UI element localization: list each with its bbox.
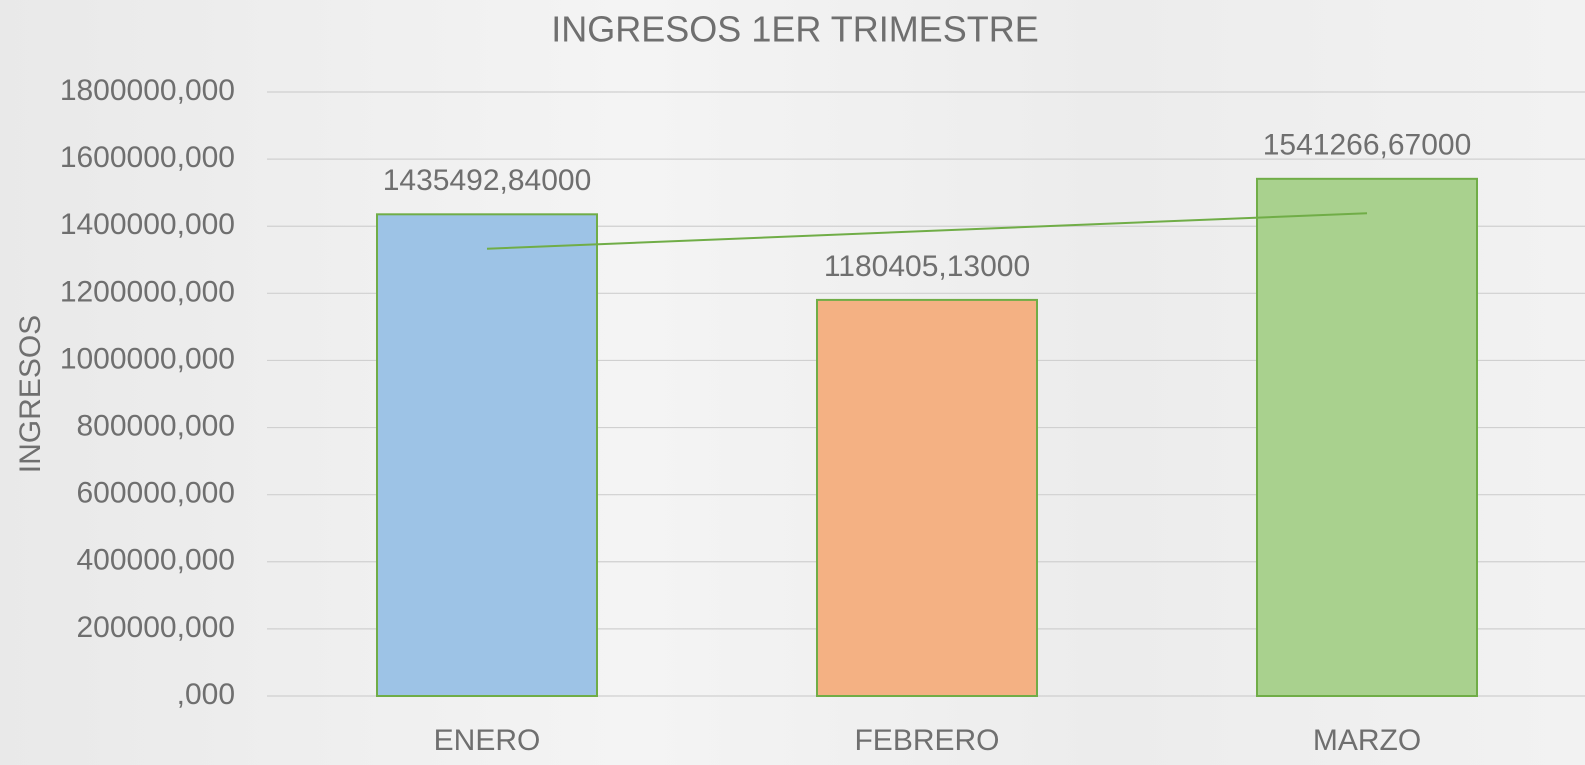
y-tick-label: 1400000,000 [60,208,235,241]
y-tick-label: 400000,000 [77,544,236,577]
y-axis-title: INGRESOS [14,315,47,473]
y-tick-label: 1800000,000 [60,74,235,107]
bar [376,213,598,697]
bar [1256,177,1478,698]
x-tick-label: ENERO [434,724,541,757]
y-tick-label: 600000,000 [77,477,236,510]
x-tick-label: FEBRERO [854,724,999,757]
chart-title: INGRESOS 1ER TRIMESTRE [551,9,1038,50]
y-tick-label: 200000,000 [77,611,236,644]
x-tick-label: MARZO [1313,724,1421,757]
y-tick-label: 1200000,000 [60,275,235,308]
y-tick-label: 1000000,000 [60,342,235,375]
y-tick-label: 800000,000 [77,409,236,442]
value-label: 1435492,84000 [383,164,592,197]
value-label: 1180405,13000 [824,250,1030,283]
trendline [486,212,1368,250]
y-tick-label: ,000 [177,678,235,711]
bar [816,298,1038,697]
y-tick-label: 1600000,000 [60,141,235,174]
value-label: 1541266,67000 [1263,129,1472,162]
